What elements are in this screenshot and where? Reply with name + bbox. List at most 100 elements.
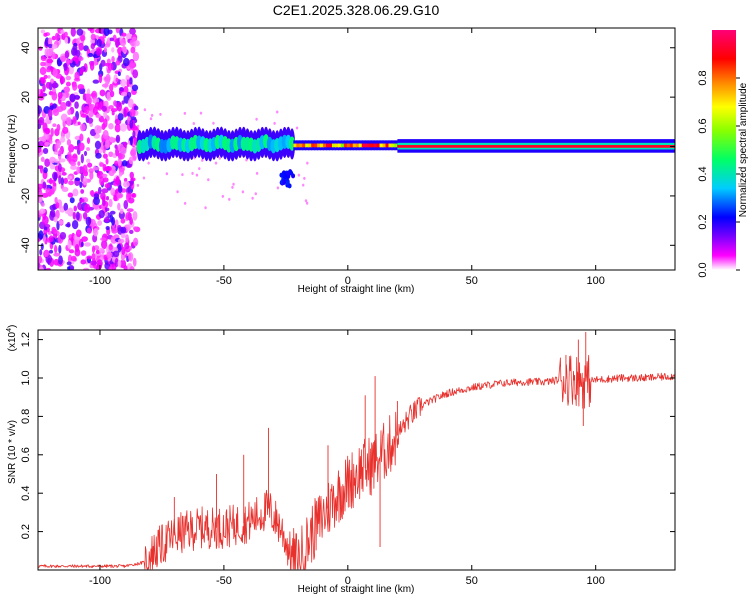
noise-cell: [40, 61, 46, 67]
noise-cell: [192, 122, 196, 126]
noise-cell: [55, 202, 60, 209]
noise-cell: [89, 190, 94, 196]
noise-cell: [121, 32, 127, 37]
carrier-cell: [296, 143, 301, 148]
carrier-cell: [394, 143, 399, 148]
x-tick-label: -50: [216, 575, 232, 587]
noise-cell: [57, 91, 63, 99]
noise-cell: [117, 238, 125, 244]
noise-cell: [120, 232, 126, 239]
noise-cell: [95, 113, 101, 119]
noise-cell: [120, 252, 126, 262]
carrier-cell: [328, 143, 333, 148]
noise-cell: [86, 255, 93, 260]
noise-cell: [207, 178, 210, 182]
carrier-core: [397, 145, 675, 148]
noise-cell: [142, 176, 146, 180]
noise-cell: [201, 158, 204, 162]
noise-cell: [198, 167, 201, 171]
carrier-cell: [334, 143, 339, 148]
noise-cell: [305, 201, 309, 205]
noise-cell: [55, 145, 61, 149]
noise-cell: [117, 112, 124, 121]
noise-cell: [47, 37, 53, 46]
carrier-cell: [364, 143, 369, 148]
noise-cell: [74, 244, 80, 252]
noise-cell: [195, 173, 199, 177]
snr-y-axis-label: SNR (10 * v/v): [7, 420, 18, 484]
noise-cell: [191, 171, 194, 175]
noise-cell: [40, 29, 46, 34]
noise-cell: [91, 245, 96, 254]
noise-cell: [304, 199, 308, 203]
snr-frame: [37, 329, 676, 571]
noise-cell: [42, 83, 46, 92]
snr-panel: -100 -50 0 50 100 0.2 0.4 0.6 0.8 1.0 1.2 Height …: [6, 325, 676, 595]
noise-cell: [85, 216, 92, 226]
noise-cell: [83, 267, 90, 270]
noise-cell: [63, 177, 69, 184]
noise-cell: [129, 229, 134, 234]
noise-cell: [119, 259, 127, 269]
noise-cell: [66, 116, 72, 127]
noise-cell: [60, 113, 68, 122]
snr-scale-label: (x104): [6, 325, 18, 352]
noise-cell: [92, 227, 99, 237]
noise-cell: [70, 164, 77, 170]
noise-cell: [47, 109, 53, 118]
noise-cell: [97, 186, 102, 195]
noise-cell: [94, 124, 102, 134]
noise-cell: [39, 208, 46, 214]
noise-cell: [81, 236, 88, 242]
noise-cell: [118, 185, 123, 194]
noise-cell: [110, 235, 118, 244]
noise-cell: [77, 121, 81, 126]
noise-cell: [120, 218, 126, 224]
noise-cell: [59, 158, 66, 163]
noise-cell: [99, 162, 105, 167]
colorbar-tick-label: 0.4: [697, 166, 709, 181]
noise-cell: [53, 172, 58, 182]
carrier-cell: [361, 143, 366, 148]
noise-cell: [38, 140, 44, 148]
noise-cell: [254, 192, 257, 196]
noise-cell: [115, 77, 119, 82]
noise-cell: [115, 38, 120, 48]
noise-cell: [109, 37, 114, 42]
noise-cell: [80, 113, 88, 118]
carrier-cell: [346, 143, 351, 148]
noise-cell: [53, 252, 61, 257]
y-tick-label: 20: [20, 91, 32, 103]
carrier-cell: [343, 143, 348, 148]
x-tick-label: 100: [587, 575, 605, 587]
noise-cell: [39, 266, 44, 270]
noise-cell: [87, 28, 93, 31]
noise-cell: [77, 83, 85, 90]
noise-cell: [40, 156, 45, 163]
noise-cell: [50, 127, 54, 137]
noise-cell: [103, 28, 110, 37]
noise-cell: [69, 197, 75, 204]
noise-cell: [90, 92, 97, 98]
noise-cell: [129, 266, 135, 270]
carrier-cell: [302, 143, 307, 148]
noise-cell: [86, 147, 90, 151]
noise-cell: [87, 117, 94, 124]
noise-cell: [61, 172, 67, 176]
noise-cell: [96, 38, 102, 47]
y-tick-label: -40: [20, 237, 32, 253]
y-tick-label: 1.0: [20, 370, 32, 385]
noise-cell: [121, 160, 128, 167]
noise-cell: [232, 182, 235, 186]
noise-cell: [58, 149, 62, 157]
blob-cell: [282, 179, 287, 185]
noise-cell: [108, 136, 115, 143]
noise-cell: [54, 196, 58, 204]
noise-cell: [130, 149, 136, 157]
noise-cell: [94, 28, 102, 34]
carrier-cell: [367, 143, 372, 148]
noise-cell: [114, 178, 120, 185]
snr-y-ticks: 0.2 0.4 0.6 0.8 1.0 1.2: [20, 332, 675, 539]
noise-cell: [119, 38, 127, 47]
noise-cell: [108, 169, 115, 177]
